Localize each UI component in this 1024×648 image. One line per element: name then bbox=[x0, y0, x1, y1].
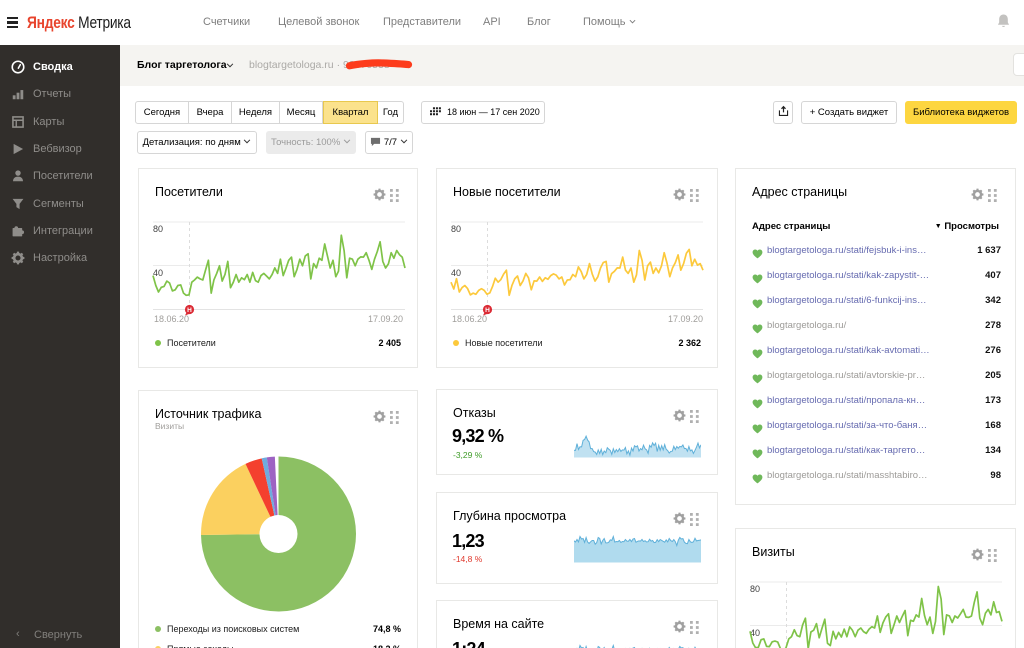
svg-text:Н: Н bbox=[485, 307, 490, 314]
svg-text:Н: Н bbox=[187, 307, 192, 314]
